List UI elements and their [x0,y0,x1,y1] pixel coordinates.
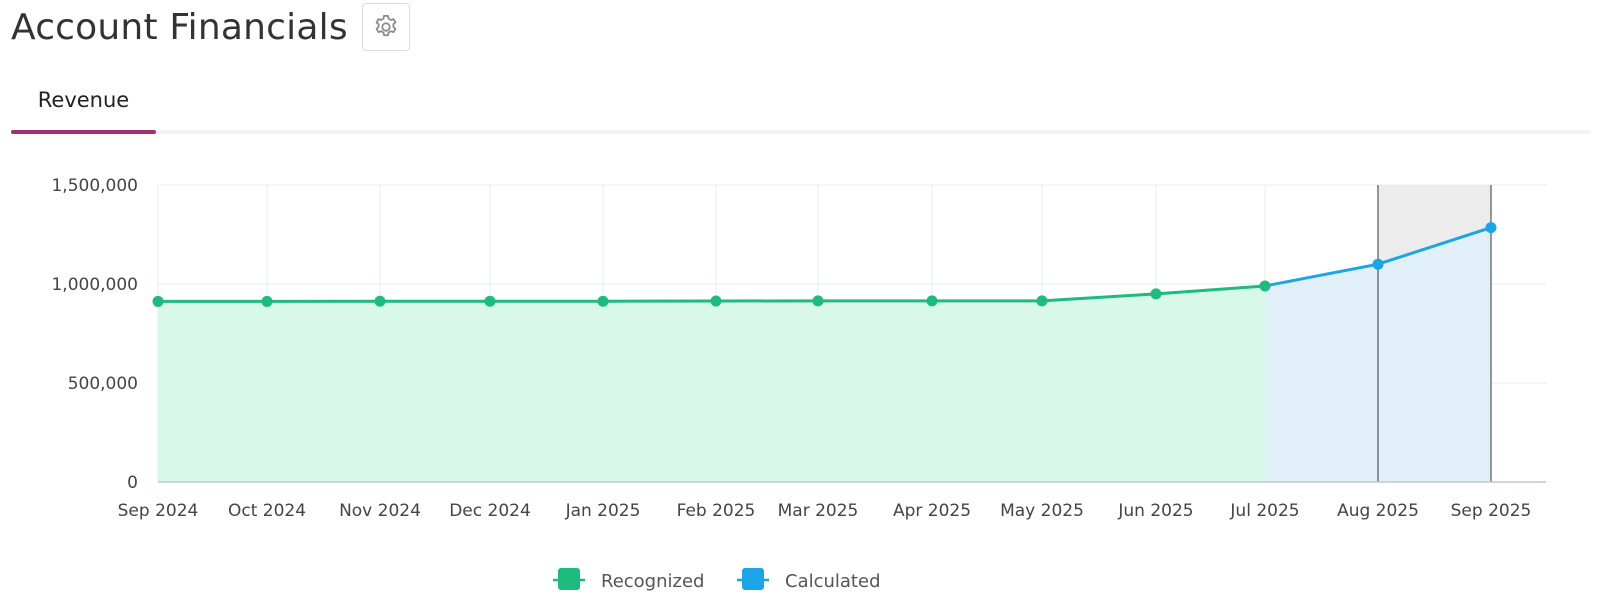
data-point-recognized[interactable] [597,295,609,307]
data-point-recognized[interactable] [484,295,496,307]
x-tick-label: Sep 2025 [1451,501,1532,521]
data-point-recognized[interactable] [812,295,824,307]
x-tick-label: Jun 2025 [1117,501,1193,521]
tab-active-indicator [11,130,156,134]
x-tick-label: Feb 2025 [677,501,756,521]
data-point-recognized[interactable] [926,295,938,307]
x-tick-label: Dec 2024 [449,501,531,521]
data-point-recognized[interactable] [710,295,722,307]
x-tick-label: Aug 2025 [1337,501,1419,521]
data-point-recognized[interactable] [1036,295,1048,307]
legend-swatch-recognized[interactable] [558,568,580,590]
tab-revenue-label: Revenue [37,88,130,112]
y-tick-label: 0 [127,473,138,493]
legend-label-recognized[interactable]: Recognized [601,571,704,592]
y-tick-label: 1,500,000 [51,176,138,196]
tab-revenue[interactable]: Revenue [11,78,156,134]
header: Account Financials [11,0,410,54]
data-point-recognized[interactable] [261,295,273,307]
data-point-recognized[interactable] [152,295,164,307]
x-tick-label: May 2025 [1000,501,1084,521]
x-tick-label: Sep 2024 [118,501,199,521]
legend-label-calculated[interactable]: Calculated [785,571,881,592]
gear-icon [375,15,397,37]
x-tick-label: Apr 2025 [893,501,971,521]
data-point-calculated[interactable] [1372,258,1384,270]
data-point-recognized[interactable] [1259,280,1271,292]
data-point-calculated[interactable] [1485,222,1497,234]
data-point-recognized[interactable] [1150,288,1162,300]
page-title: Account Financials [11,6,348,48]
x-tick-label: Jul 2025 [1229,501,1299,521]
tab-bar: Revenue [11,78,1591,134]
x-tick-label: Mar 2025 [778,501,859,521]
data-point-recognized[interactable] [374,295,386,307]
y-tick-label: 1,000,000 [51,275,138,295]
legend-swatch-calculated[interactable] [742,568,764,590]
x-tick-label: Oct 2024 [228,501,306,521]
x-tick-label: Nov 2024 [339,501,421,521]
y-tick-label: 500,000 [68,374,138,394]
series-area-recognized [158,285,1265,482]
settings-button[interactable] [361,3,410,51]
x-tick-label: Jan 2025 [565,501,641,521]
